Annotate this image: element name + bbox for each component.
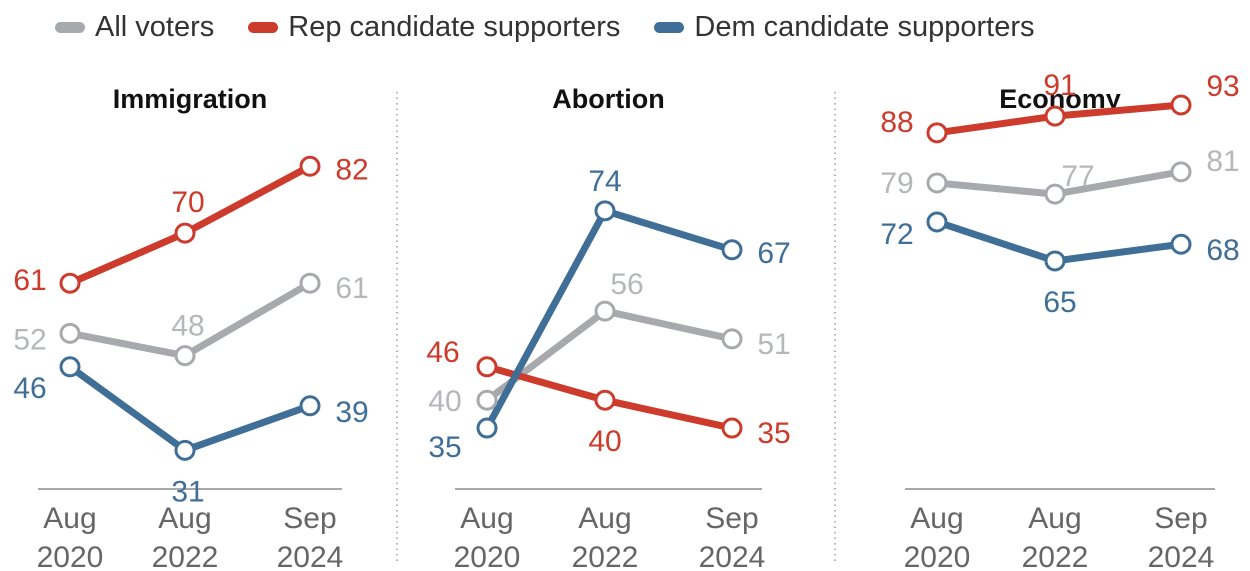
data-label-rep-candidate-supporters: 91 bbox=[1043, 69, 1076, 102]
legend-item-all-voters: All voters bbox=[55, 11, 214, 44]
data-label-dem-candidate-supporters: 67 bbox=[757, 237, 790, 270]
data-label-rep-candidate-supporters: 35 bbox=[757, 417, 790, 450]
data-point-rep-candidate-supporters bbox=[721, 417, 743, 439]
series-line-dem-candidate-supporters bbox=[66, 363, 314, 454]
data-point-all-voters bbox=[1044, 183, 1066, 205]
data-label-rep-candidate-supporters: 93 bbox=[1206, 70, 1239, 103]
data-point-all-voters bbox=[174, 345, 196, 367]
data-point-rep-candidate-supporters bbox=[174, 222, 196, 244]
data-label-all-voters: 61 bbox=[335, 272, 368, 305]
legend-label-dem-supporters: Dem candidate supporters bbox=[694, 10, 1035, 43]
data-label-dem-candidate-supporters: 39 bbox=[335, 396, 368, 429]
data-point-dem-candidate-supporters bbox=[721, 239, 743, 261]
data-label-all-voters: 56 bbox=[610, 268, 643, 301]
x-tick-label: Sep 2024 bbox=[1148, 502, 1215, 571]
legend-item-dem-supporters: Dem candidate supporters bbox=[654, 10, 1035, 44]
data-point-rep-candidate-supporters bbox=[926, 122, 948, 144]
data-point-all-voters bbox=[476, 389, 498, 411]
data-point-all-voters bbox=[721, 328, 743, 350]
data-label-dem-candidate-supporters: 68 bbox=[1206, 234, 1239, 267]
x-tick-label: Sep 2024 bbox=[699, 502, 766, 571]
x-tick-label: Sep 2024 bbox=[277, 502, 344, 571]
data-label-all-voters: 79 bbox=[880, 167, 913, 200]
data-point-dem-candidate-supporters bbox=[926, 211, 948, 233]
data-label-rep-candidate-supporters: 70 bbox=[171, 186, 204, 219]
legend-label-all-voters: All voters bbox=[95, 10, 215, 43]
legend-label-rep-supporters: Rep candidate supporters bbox=[288, 10, 621, 43]
data-point-rep-candidate-supporters bbox=[59, 272, 81, 294]
data-label-all-voters: 52 bbox=[13, 323, 46, 356]
data-point-rep-candidate-supporters bbox=[1044, 105, 1066, 127]
data-point-all-voters bbox=[1170, 161, 1192, 183]
legend-swatch-rep-supporters bbox=[248, 21, 279, 33]
data-point-dem-candidate-supporters bbox=[476, 417, 498, 439]
data-point-dem-candidate-supporters bbox=[1044, 250, 1066, 272]
x-tick-label: Aug 2022 bbox=[1022, 502, 1089, 571]
panel-title: Immigration bbox=[113, 84, 268, 114]
legend-swatch-dem-supporters bbox=[654, 21, 685, 33]
x-tick-label: Aug 2022 bbox=[152, 502, 219, 571]
panel-abortion: Abortion Aug 2020 Aug 2022 Sep 2024 40 56 51 46 40 3… bbox=[396, 84, 791, 571]
data-point-rep-candidate-supporters bbox=[1170, 94, 1192, 116]
data-label-rep-candidate-supporters: 40 bbox=[588, 425, 621, 458]
data-label-dem-candidate-supporters: 65 bbox=[1043, 286, 1076, 319]
data-point-dem-candidate-supporters bbox=[299, 395, 321, 417]
data-point-dem-candidate-supporters bbox=[59, 356, 81, 378]
x-tick-label: Aug 2020 bbox=[37, 502, 104, 571]
x-tick-label: Aug 2020 bbox=[904, 502, 971, 571]
data-label-dem-candidate-supporters: 74 bbox=[588, 165, 621, 198]
data-label-dem-candidate-supporters: 72 bbox=[880, 218, 913, 251]
data-label-all-voters: 81 bbox=[1206, 145, 1239, 178]
data-point-all-voters bbox=[299, 272, 321, 294]
panel-immigration: Immigration Aug 2020 Aug 2022 Sep 2024 52 48 61 61… bbox=[13, 84, 368, 571]
data-label-all-voters: 51 bbox=[757, 328, 790, 361]
data-point-dem-candidate-supporters bbox=[594, 200, 616, 222]
data-point-rep-candidate-supporters bbox=[476, 356, 498, 378]
data-label-dem-candidate-supporters: 46 bbox=[13, 372, 46, 405]
data-label-dem-candidate-supporters: 35 bbox=[428, 431, 461, 464]
data-point-all-voters bbox=[59, 322, 81, 344]
data-point-dem-candidate-supporters bbox=[1170, 233, 1192, 255]
legend-swatch-all-voters bbox=[55, 21, 85, 33]
data-point-all-voters bbox=[926, 172, 948, 194]
data-label-dem-candidate-supporters: 31 bbox=[171, 475, 204, 508]
data-point-rep-candidate-supporters bbox=[594, 389, 616, 411]
data-label-all-voters: 77 bbox=[1061, 160, 1094, 193]
panel-title: Abortion bbox=[552, 84, 664, 114]
x-tick-label: Aug 2020 bbox=[454, 502, 521, 571]
data-label-rep-candidate-supporters: 88 bbox=[880, 106, 913, 139]
data-point-dem-candidate-supporters bbox=[174, 439, 196, 461]
x-tick-label: Aug 2022 bbox=[572, 502, 639, 571]
data-label-all-voters: 48 bbox=[171, 310, 204, 343]
legend-item-rep-supporters: Rep candidate supporters bbox=[248, 11, 620, 44]
data-label-all-voters: 40 bbox=[428, 385, 461, 418]
data-label-rep-candidate-supporters: 82 bbox=[335, 153, 368, 186]
legend: All voters Rep candidate supporters Dem … bbox=[55, 4, 1035, 50]
data-point-all-voters bbox=[594, 300, 616, 322]
data-point-rep-candidate-supporters bbox=[299, 155, 321, 177]
data-label-rep-candidate-supporters: 46 bbox=[426, 336, 459, 369]
data-label-rep-candidate-supporters: 61 bbox=[13, 264, 46, 297]
